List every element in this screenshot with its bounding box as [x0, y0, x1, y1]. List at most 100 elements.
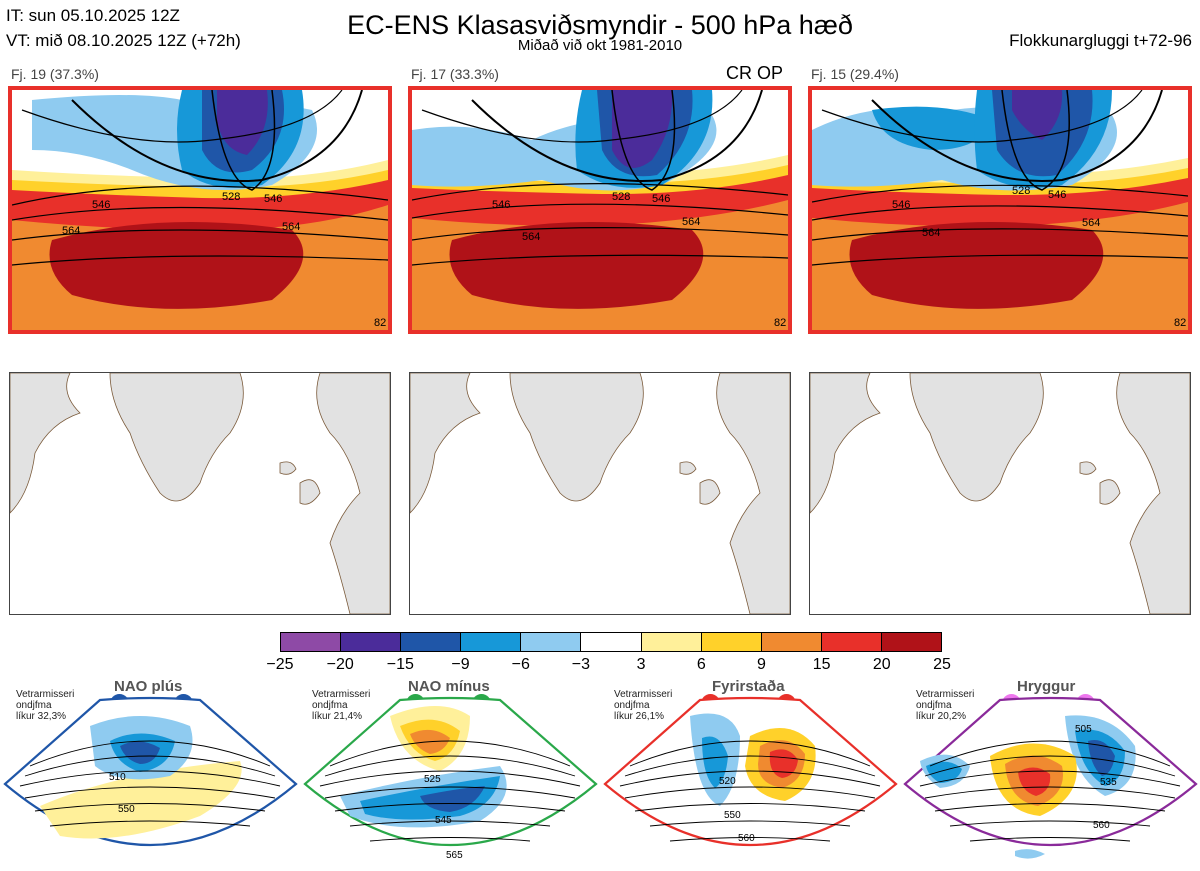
regime-blocking: Fyrirstaða Vetrarmisseri ondjfma líkur 2…	[600, 676, 900, 871]
regime-contour-label: 565	[446, 850, 463, 861]
classification-window: Flokkunargluggi t+72-96	[1009, 31, 1192, 50]
land-map-1-svg	[10, 373, 390, 614]
contour-label: 564	[682, 216, 700, 228]
contour-label: 564	[282, 221, 300, 233]
regime-note-line: ondjfma	[312, 700, 348, 711]
regime-note-line: Vetrarmisseri	[16, 689, 75, 700]
regime-contour-label: 520	[719, 776, 736, 787]
land-map-2-svg	[410, 373, 790, 614]
regime-ridge: Hryggur Vetrarmisseri ondjfma líkur 20,2…	[900, 676, 1200, 871]
colorbar-tick-label: 20	[872, 656, 891, 673]
cluster-label-2: Fj. 17 (33.3%)	[411, 66, 499, 82]
colorbar-swatch	[340, 633, 401, 651]
regime-contour-label: 550	[724, 810, 741, 821]
contour-label: 528	[612, 191, 630, 203]
cluster-map-3: 546 564 564 528 546 82	[808, 86, 1192, 334]
colorbar-tick-label: 6	[696, 656, 706, 673]
contour-label: 546	[892, 199, 910, 211]
land-map-2	[409, 372, 791, 615]
cluster-label-3: Fj. 15 (29.4%)	[811, 66, 899, 82]
regime-map-blocking: 520 550 560	[603, 696, 898, 846]
regime-map-nao-plus: 510 550	[3, 696, 298, 846]
regime-note-line: ondjfma	[614, 700, 650, 711]
colorbar	[280, 632, 942, 652]
regime-note-line: Vetrarmisseri	[614, 689, 673, 700]
contour-label: 82	[774, 317, 786, 329]
regime-note-line: ondjfma	[16, 700, 52, 711]
contour-label: 564	[1082, 217, 1100, 229]
colorbar-tick-label: −15	[386, 656, 414, 673]
regime-note-line: líkur 26,1%	[614, 711, 665, 722]
contour-label: 546	[492, 199, 510, 211]
colorbar-tick-label: 15	[812, 656, 831, 673]
regime-note-line: Vetrarmisseri	[312, 689, 371, 700]
regime-map-nao-minus: 525 545 565	[303, 696, 598, 861]
land-map-3-svg	[810, 373, 1190, 614]
contour-label: 546	[264, 193, 282, 205]
cluster-map-2-field: 546 564 564 528 546 82	[412, 90, 788, 330]
cluster-map-1-field: 546 564 564 528 546 82	[12, 90, 388, 330]
land-map-1	[9, 372, 391, 615]
regime-note-line: Vetrarmisseri	[916, 689, 975, 700]
contour-label: 528	[222, 191, 240, 203]
regime-contour-label: 560	[1093, 820, 1110, 831]
colorbar-swatch	[640, 633, 701, 651]
regime-note: Vetrarmisseri ondjfma líkur 32,3%	[16, 689, 106, 722]
contour-label: 528	[1012, 185, 1030, 197]
cluster-label-1: Fj. 19 (37.3%)	[11, 66, 99, 82]
colorbar-tick-label: −6	[511, 656, 530, 673]
regime-note-line: líkur 20,2%	[916, 711, 967, 722]
colorbar-tick-label: 25	[933, 656, 951, 673]
regime-title: NAO plús	[114, 678, 183, 695]
colorbar-swatch	[580, 633, 641, 651]
regime-title: Hryggur	[1017, 678, 1076, 695]
regime-contour-label: 510	[109, 772, 126, 783]
colorbar-tick-label: −25	[266, 656, 294, 673]
colorbar-swatch	[700, 633, 761, 651]
contour-label: 82	[374, 317, 386, 329]
cluster-map-3-field: 546 564 564 528 546 82	[812, 90, 1188, 330]
colorbar-swatch	[520, 633, 581, 651]
regime-nao-plus: NAO plús Vetrarmisseri ondjfma líkur 32,…	[0, 676, 300, 871]
colorbar-swatch	[400, 633, 461, 651]
contour-label: 82	[1174, 317, 1186, 329]
colorbar-swatch	[760, 633, 821, 651]
land-map-3	[809, 372, 1191, 615]
cluster-map-1: 546 564 564 528 546 82	[8, 86, 392, 334]
colorbar-swatch	[820, 633, 881, 651]
colorbar-swatch	[460, 633, 521, 651]
regime-contour-label: 535	[1100, 777, 1117, 788]
page-title: EC-ENS Klasasviðsmyndir - 500 hPa hæð	[347, 10, 853, 40]
colorbar-swatch	[281, 633, 341, 651]
regime-note: Vetrarmisseri ondjfma líkur 21,4%	[312, 689, 402, 722]
valid-time: VT: mið 08.10.2025 12Z (+72h)	[6, 31, 241, 50]
regime-nao-minus: NAO mínus Vetrarmisseri ondjfma líkur 21…	[300, 676, 600, 871]
colorbar-ticks: −25 −20 −15 −9 −6 −3 3 6 9 15 20 25	[260, 656, 962, 676]
contour-label: 564	[922, 227, 940, 239]
regime-contour-label: 545	[435, 815, 452, 826]
cluster-map-2: 546 564 564 528 546 82	[408, 86, 792, 334]
regime-note-line: ondjfma	[916, 700, 952, 711]
contour-label: 564	[62, 225, 80, 237]
regime-note: Vetrarmisseri ondjfma líkur 20,2%	[916, 689, 1006, 722]
regime-note-line: líkur 21,4%	[312, 711, 363, 722]
regime-contour-label: 560	[738, 833, 755, 844]
regime-title: NAO mínus	[408, 678, 490, 695]
colorbar-tick-label: −9	[451, 656, 470, 673]
regime-note: Vetrarmisseri ondjfma líkur 26,1%	[614, 689, 704, 722]
contour-label: 546	[652, 193, 670, 205]
colorbar-tick-label: 3	[636, 656, 646, 673]
regime-contour-label: 550	[118, 804, 135, 815]
colorbar-tick-label: −3	[571, 656, 591, 673]
regime-contour-label: 505	[1075, 724, 1092, 735]
contour-label: 546	[92, 199, 110, 211]
init-time: IT: sun 05.10.2025 12Z	[6, 6, 180, 25]
regime-title: Fyrirstaða	[712, 678, 785, 695]
contour-label: 546	[1048, 189, 1066, 201]
colorbar-tick-label: −20	[326, 656, 354, 673]
colorbar-swatch	[880, 633, 942, 651]
cr-op-label: CR OP	[726, 63, 784, 83]
regime-map-ridge: 505 535 560	[903, 696, 1198, 859]
regime-note-line: líkur 32,3%	[16, 711, 67, 722]
colorbar-tick-label: 9	[757, 656, 766, 673]
